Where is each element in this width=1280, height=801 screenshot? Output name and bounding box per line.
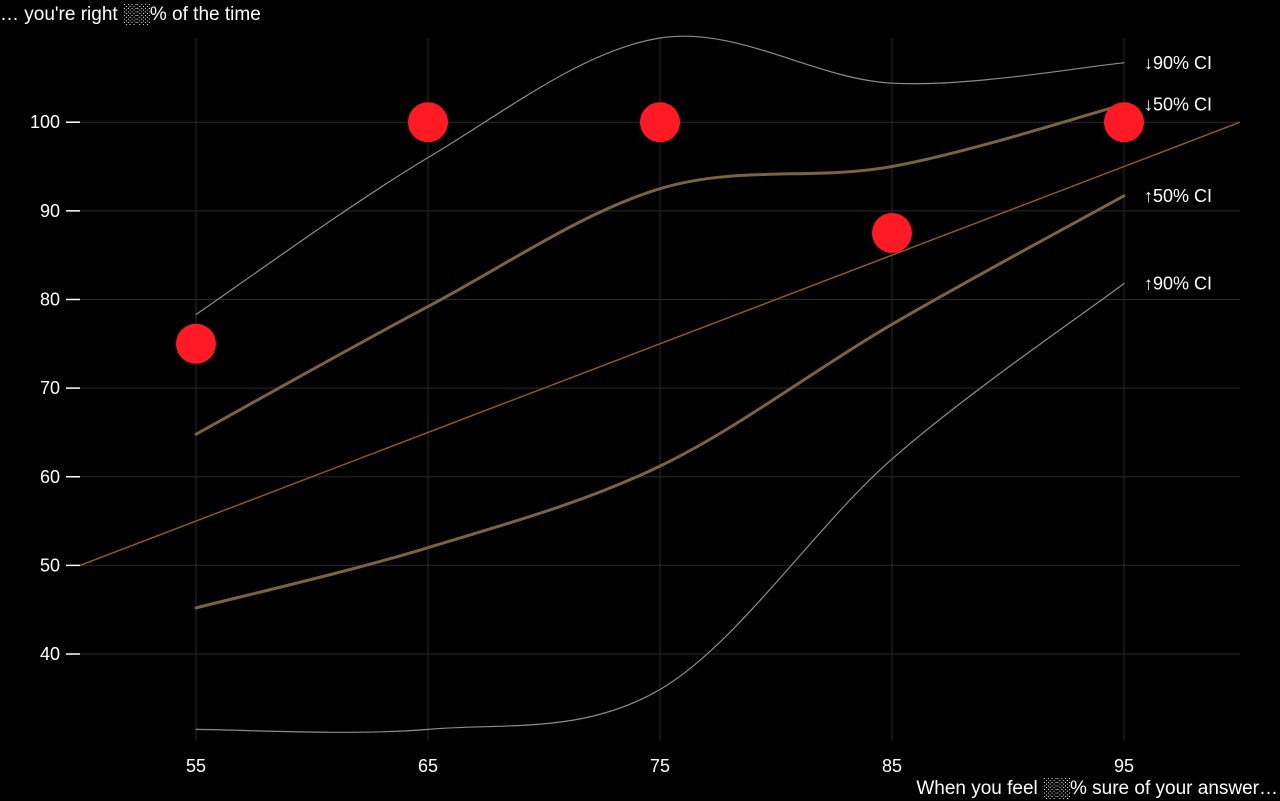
grid: [80, 38, 1240, 740]
x-tick-label: 65: [418, 756, 438, 776]
x-tick-label: 55: [186, 756, 206, 776]
y-tick-label: 50: [40, 555, 60, 575]
y-axis-title: … you're right ░░% of the time: [0, 4, 261, 25]
band-labels: ↓90% CI ↓50% CI ↑50% CI ↑90% CI: [1144, 53, 1212, 294]
x-tick-label: 85: [882, 756, 902, 776]
y-tick-label: 60: [40, 467, 60, 487]
x-tick-label: 95: [1114, 756, 1134, 776]
data-point: [640, 102, 680, 143]
y-tick-label: 90: [40, 201, 60, 221]
confidence-curves: [194, 35, 1126, 733]
x-tick-label: 75: [650, 756, 670, 776]
data-points: [176, 102, 1144, 364]
ci-curve-1: [194, 102, 1126, 436]
ci-curve-2: [194, 194, 1126, 610]
data-point: [1104, 102, 1144, 143]
x-axis-title: When you feel ░░% sure of your answer…: [916, 778, 1278, 799]
perfect-calibration-line: [79, 121, 1241, 567]
y-tick-label: 40: [40, 644, 60, 664]
data-point: [872, 213, 912, 253]
data-point: [408, 102, 448, 143]
y-tick-label: 70: [40, 378, 60, 398]
y-tick-label: 80: [40, 289, 60, 309]
axes: 40 50 60 70 80 90 100 55 65 75 85 95: [30, 112, 1134, 776]
band-label: ↑90% CI: [1144, 274, 1212, 294]
data-point: [176, 323, 216, 364]
ci-curve-3: [195, 282, 1125, 733]
band-label: ↓90% CI: [1144, 53, 1212, 73]
y-tick-label: 100: [30, 112, 60, 132]
ci-curve-0: [195, 35, 1125, 316]
band-label: ↓50% CI: [1144, 94, 1212, 114]
reference-line-group: [79, 121, 1241, 567]
band-label: ↑50% CI: [1144, 186, 1212, 206]
